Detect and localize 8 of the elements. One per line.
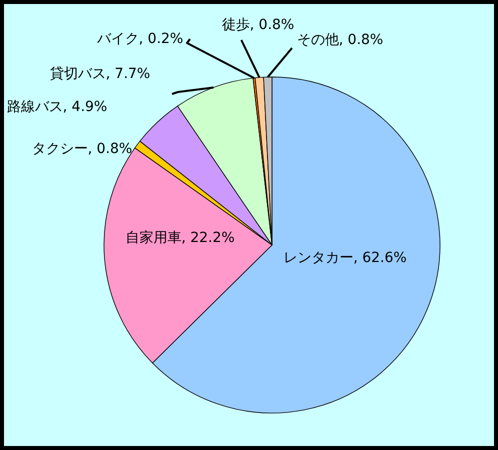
slice-label: バイク, 0.2% <box>96 31 184 47</box>
slice-label: 貸切バス, 7.7% <box>48 65 152 84</box>
slice-label: タクシー, 0.8% <box>30 140 134 159</box>
slice-label: 自家用車, 22.2% <box>124 229 236 248</box>
slice-label: レンタカー, 62.6% <box>282 249 408 268</box>
slice-label: 路線バス, 4.9% <box>6 98 108 117</box>
slice-label: その他, 0.8% <box>296 32 384 48</box>
slice-label: 徒歩, 0.8% <box>222 17 294 33</box>
